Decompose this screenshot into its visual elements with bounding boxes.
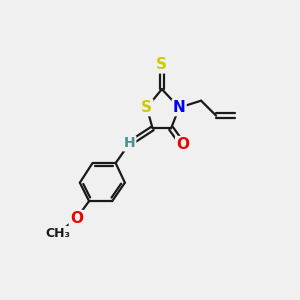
Text: N: N: [173, 100, 185, 115]
Text: S: S: [156, 57, 167, 72]
Text: O: O: [176, 137, 189, 152]
Text: S: S: [141, 100, 152, 115]
Text: O: O: [70, 211, 83, 226]
Text: CH₃: CH₃: [45, 227, 70, 240]
Text: H: H: [124, 136, 135, 150]
